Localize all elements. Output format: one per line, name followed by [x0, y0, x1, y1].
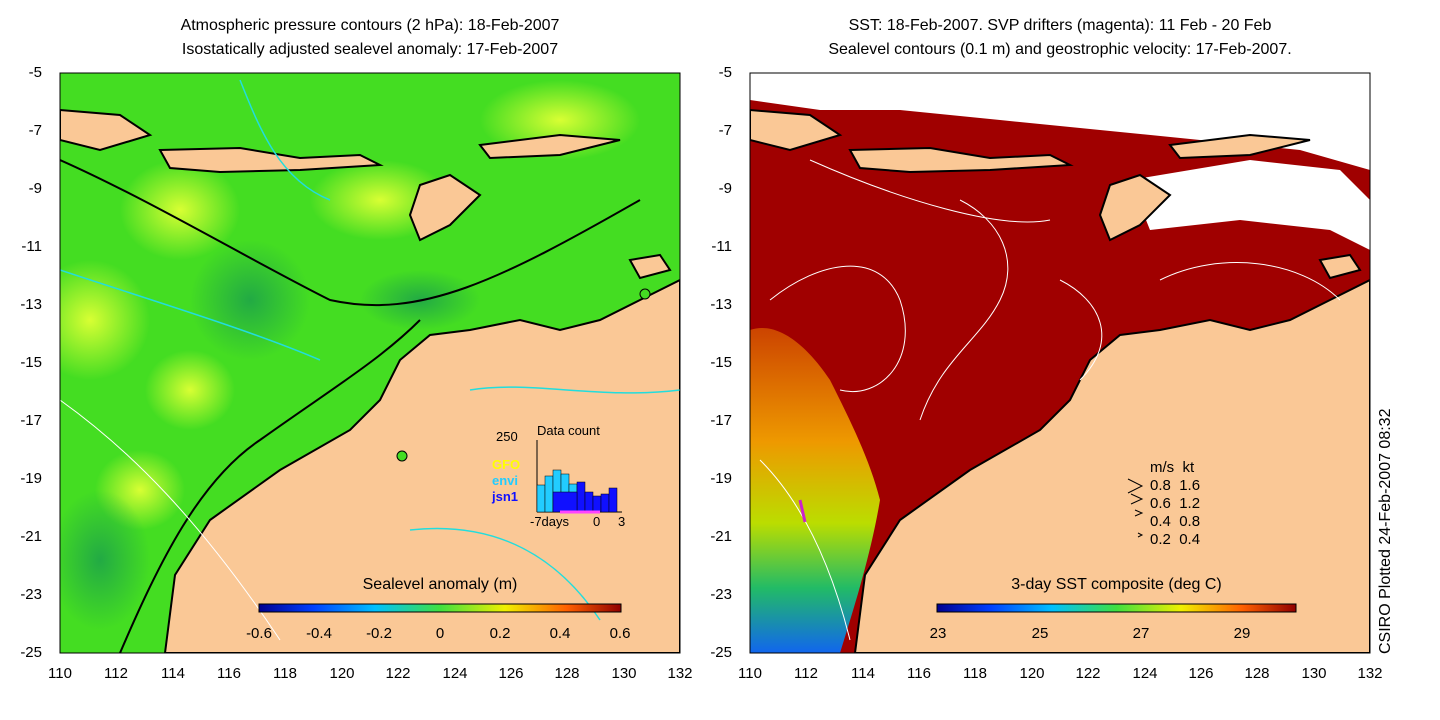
- left-title-line1: Atmospheric pressure contours (2 hPa): 1…: [180, 17, 560, 34]
- left-y-tick: -23: [20, 586, 42, 603]
- left-x-tick-128: 128: [554, 665, 580, 682]
- left-y-tick: -13: [20, 296, 42, 313]
- left-colorbar-title: Sealevel anomaly (m): [362, 576, 518, 593]
- left-y-tick: -15: [20, 354, 42, 371]
- left-x-tick-126: 126: [498, 665, 524, 682]
- left-x-tick-132: 132: [667, 665, 693, 682]
- right-x-tick-130: 130: [1301, 665, 1327, 682]
- left-colorbar: [258, 603, 622, 613]
- left-cbar-tick: -0.4: [306, 625, 332, 642]
- left-x-tick-122: 122: [385, 665, 411, 682]
- left-y-tick: -5: [28, 64, 42, 81]
- right-y-tick: -19: [710, 470, 732, 487]
- right-australia: [853, 278, 1370, 653]
- right-x-tick-126: 126: [1188, 665, 1214, 682]
- right-y-tick: -17: [710, 412, 732, 429]
- right-colorbar: [936, 603, 1297, 613]
- velocity-ms-value: 0.6: [1150, 495, 1171, 512]
- inset-legend-jsn1: jsn1: [492, 489, 519, 504]
- right-cbar-tick: 25: [1031, 625, 1049, 642]
- velocity-ms-value: 0.4: [1150, 513, 1171, 530]
- left-cbar-tick: 0.6: [609, 625, 631, 642]
- left-title: Atmospheric pressure contours (2 hPa): 1…: [60, 14, 680, 62]
- right-title: SST: 18-Feb-2007. SVP drifters (magenta)…: [750, 14, 1370, 62]
- left-cbar-tick: -0.2: [366, 625, 392, 642]
- right-x-tick-116: 116: [907, 665, 931, 682]
- left-cbar-tick: 0.2: [489, 625, 511, 642]
- velocity-legend-row: 0.8 1.6: [1150, 477, 1200, 494]
- left-cbar-tick: 0.4: [549, 625, 571, 642]
- right-y-tick: -23: [710, 586, 732, 603]
- inset-ymax: 250: [496, 429, 518, 444]
- left-x-tick-110: 110: [48, 665, 72, 682]
- right-y-tick: -5: [718, 64, 732, 81]
- right-map: [750, 73, 1370, 653]
- left-cbar-tick: 0: [435, 625, 445, 642]
- velocity-kt-value: 1.2: [1179, 495, 1201, 512]
- inset-legend-envi: envi: [492, 473, 519, 488]
- inset-x-label-zero: 0: [593, 514, 601, 529]
- right-y-tick: -11: [711, 238, 732, 255]
- right-x-tick-112: 112: [794, 665, 818, 682]
- left-title-line2: Isostatically adjusted sealevel anomaly:…: [181, 41, 559, 58]
- velocity-legend-row: 0.2 0.4: [1150, 531, 1200, 548]
- right-x-tick-132: 132: [1357, 665, 1383, 682]
- right-y-tick: -21: [710, 528, 732, 545]
- left-y-tick: -21: [20, 528, 42, 545]
- right-cbar-tick: 27: [1132, 625, 1150, 642]
- data-count-inset: [536, 440, 622, 514]
- left-x-tick-120: 120: [329, 665, 355, 682]
- velocity-ms-value: 0.8: [1150, 477, 1171, 494]
- left-y-tick: -9: [28, 180, 42, 197]
- right-y-tick: -7: [718, 122, 732, 139]
- velocity-unit-kt: kt: [1182, 459, 1195, 476]
- left-x-tick-112: 112: [104, 665, 128, 682]
- right-x-tick-124: 124: [1132, 665, 1158, 682]
- right-x-tick-118: 118: [963, 665, 987, 682]
- right-title-line1: SST: 18-Feb-2007. SVP drifters (magenta)…: [848, 17, 1272, 34]
- plot-credit: CSIRO Plotted 24-Feb-2007 08:32: [1377, 408, 1394, 654]
- velocity-legend-row: 0.6 1.2: [1150, 495, 1200, 512]
- right-colorbar-title: 3-day SST composite (deg C): [1011, 576, 1222, 593]
- left-y-tick: -19: [20, 470, 42, 487]
- inset-legend-gfo: GFO: [492, 457, 521, 472]
- velocity-kt-value: 0.8: [1179, 513, 1201, 530]
- velocity-kt-value: 1.6: [1179, 477, 1201, 494]
- left-x-tick-118: 118: [273, 665, 297, 682]
- right-cbar-tick: 23: [929, 625, 947, 642]
- left-y-tick: -17: [20, 412, 42, 429]
- inset-title: Data count: [537, 423, 600, 438]
- left-y-tick: -11: [21, 238, 42, 255]
- left-x-tick-116: 116: [217, 665, 241, 682]
- left-australia: [163, 278, 680, 653]
- left-x-tick-130: 130: [611, 665, 637, 682]
- right-x-tick-110: 110: [738, 665, 762, 682]
- right-x-tick-120: 120: [1019, 665, 1045, 682]
- left-y-tick: -7: [28, 122, 42, 139]
- left-x-tick-114: 114: [161, 665, 185, 682]
- velocity-legend-arrows: [1127, 478, 1144, 538]
- right-y-tick: -25: [710, 644, 732, 661]
- velocity-legend-header: m/s kt: [1150, 459, 1194, 476]
- right-x-tick-128: 128: [1244, 665, 1270, 682]
- left-cbar-tick: -0.6: [246, 625, 272, 642]
- velocity-ms-value: 0.2: [1150, 531, 1171, 548]
- right-y-tick: -9: [718, 180, 732, 197]
- velocity-unit-ms: m/s: [1150, 459, 1175, 476]
- right-y-tick: -15: [710, 354, 732, 371]
- right-y-tick: -13: [710, 296, 732, 313]
- velocity-legend-row: 0.4 0.8: [1150, 513, 1200, 530]
- right-x-tick-114: 114: [851, 665, 875, 682]
- right-cbar-tick: 29: [1233, 625, 1251, 642]
- inset-x-label-end: 3: [618, 514, 626, 529]
- velocity-kt-value: 0.4: [1179, 531, 1201, 548]
- left-map: [60, 73, 680, 653]
- right-title-line2: Sealevel contours (0.1 m) and geostrophi…: [828, 41, 1292, 58]
- left-x-tick-124: 124: [442, 665, 468, 682]
- inset-x-label-start: -7days: [530, 514, 570, 529]
- right-x-tick-122: 122: [1075, 665, 1101, 682]
- left-y-tick: -25: [20, 644, 42, 661]
